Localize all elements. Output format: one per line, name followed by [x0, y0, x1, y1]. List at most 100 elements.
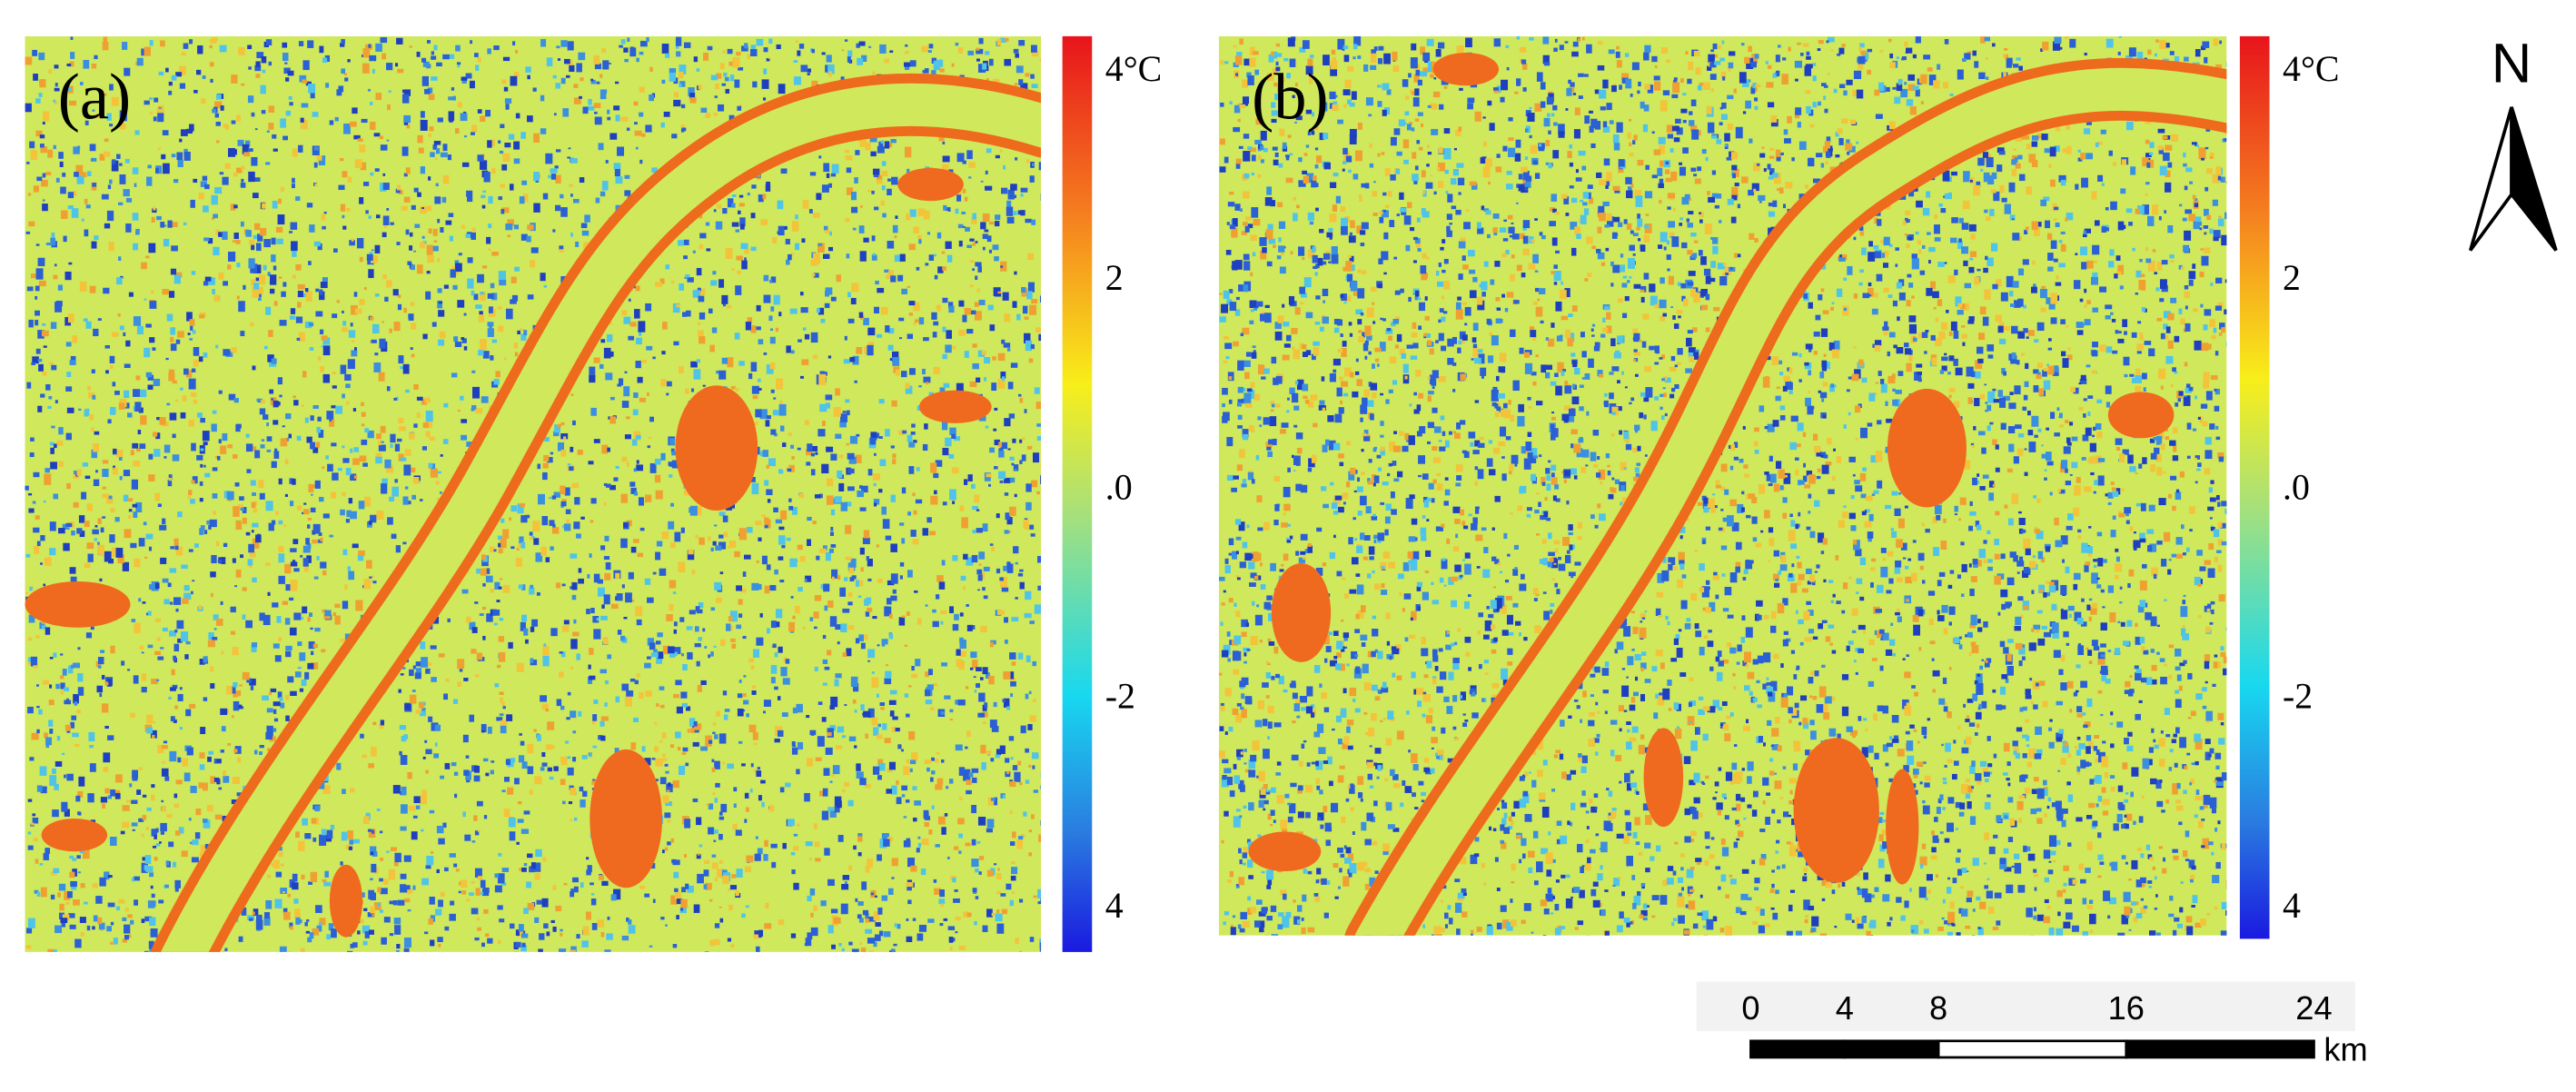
speckle — [550, 919, 555, 923]
speckle — [515, 113, 520, 119]
speckle — [463, 678, 469, 681]
speckle — [72, 335, 78, 343]
speckle — [770, 843, 778, 849]
speckle — [235, 424, 241, 432]
speckle — [242, 671, 250, 680]
speckle — [850, 297, 857, 305]
speckle — [1014, 83, 1018, 86]
speckle — [1026, 291, 1033, 300]
speckle — [89, 414, 94, 421]
speckle — [92, 183, 97, 187]
speckle — [724, 709, 730, 712]
speckle — [923, 210, 930, 220]
speckle — [482, 635, 486, 640]
speckle — [403, 464, 411, 476]
speckle — [500, 518, 505, 523]
speckle — [83, 104, 87, 111]
speckle — [589, 675, 596, 680]
speckle — [261, 110, 266, 114]
speckle — [509, 831, 516, 841]
speckle — [1021, 454, 1026, 462]
speckle — [856, 763, 861, 771]
speckle — [508, 641, 513, 649]
speckle — [95, 470, 98, 473]
speckle — [887, 888, 894, 895]
speckle — [306, 555, 312, 563]
speckle — [232, 558, 236, 563]
speckle — [437, 288, 442, 293]
speckle — [761, 801, 765, 808]
speckle — [449, 54, 455, 59]
speckle — [442, 144, 448, 152]
speckle — [769, 584, 777, 591]
speckle — [510, 923, 515, 929]
speckle — [505, 223, 513, 231]
speckle — [1038, 834, 1042, 842]
speckle — [409, 669, 414, 677]
speckle — [877, 145, 885, 154]
speckle — [847, 799, 854, 807]
speckle — [886, 598, 892, 605]
speckle — [51, 364, 57, 371]
speckle — [738, 680, 742, 683]
speckle — [1027, 282, 1035, 293]
speckle — [1030, 45, 1037, 53]
speckle — [968, 772, 974, 778]
speckle — [507, 787, 514, 795]
speckle — [436, 62, 442, 67]
speckle — [542, 462, 549, 469]
speckle — [367, 88, 371, 92]
speckle — [140, 389, 147, 398]
speckle — [889, 358, 894, 362]
speckle — [626, 127, 630, 131]
speckle — [311, 818, 317, 824]
speckle — [711, 854, 717, 858]
speckle — [297, 666, 302, 670]
speckle — [953, 898, 960, 903]
speckle — [203, 205, 209, 213]
speckle — [308, 640, 315, 650]
speckle — [884, 269, 889, 273]
speckle — [729, 885, 738, 890]
speckle — [193, 178, 198, 184]
speckle — [988, 221, 995, 225]
speckle — [64, 809, 70, 817]
speckle — [107, 875, 113, 879]
speckle — [193, 346, 200, 356]
speckle — [54, 302, 63, 313]
speckle — [48, 700, 54, 706]
speckle — [738, 203, 745, 207]
speckle — [118, 402, 125, 410]
speckle — [395, 63, 399, 67]
speckle — [833, 917, 841, 924]
speckle — [573, 521, 580, 530]
speckle — [630, 546, 637, 553]
speckle — [587, 865, 592, 873]
speckle — [709, 898, 713, 902]
speckle — [73, 191, 77, 196]
speckle — [793, 60, 798, 64]
speckle — [75, 795, 81, 802]
speckle — [340, 509, 345, 516]
speckle — [649, 462, 657, 473]
speckle — [40, 535, 45, 541]
speckle — [767, 499, 771, 503]
speckle — [413, 423, 418, 428]
speckle — [667, 841, 671, 846]
speckle — [520, 933, 529, 938]
speckle — [1030, 533, 1035, 537]
speckle — [35, 285, 40, 292]
speckle — [480, 160, 488, 170]
speckle — [357, 930, 361, 935]
speckle — [986, 473, 992, 478]
speckle — [363, 287, 367, 291]
speckle — [471, 290, 475, 296]
speckle — [251, 644, 257, 652]
speckle — [272, 400, 279, 408]
speckle — [174, 629, 178, 633]
speckle — [302, 371, 307, 378]
speckle — [550, 546, 554, 551]
speckle — [898, 337, 903, 340]
speckle — [807, 443, 813, 452]
speckle — [666, 392, 669, 396]
